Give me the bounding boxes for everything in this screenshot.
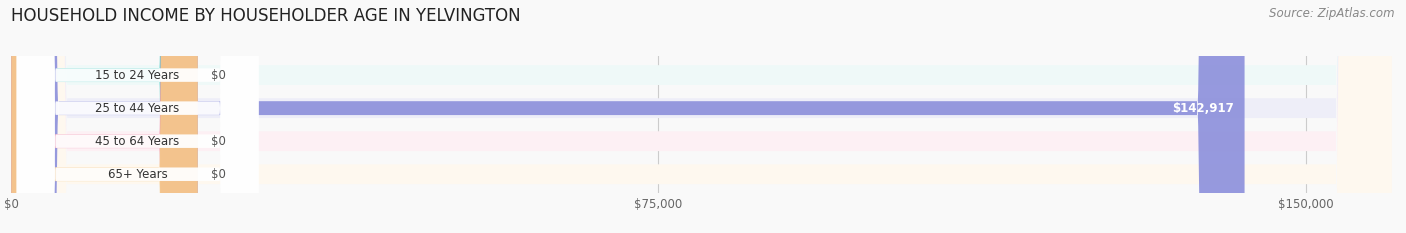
FancyBboxPatch shape <box>11 0 1392 233</box>
FancyBboxPatch shape <box>11 0 1392 233</box>
FancyBboxPatch shape <box>11 0 198 233</box>
FancyBboxPatch shape <box>11 0 1392 233</box>
Text: HOUSEHOLD INCOME BY HOUSEHOLDER AGE IN YELVINGTON: HOUSEHOLD INCOME BY HOUSEHOLDER AGE IN Y… <box>11 7 520 25</box>
FancyBboxPatch shape <box>17 0 259 233</box>
Text: 25 to 44 Years: 25 to 44 Years <box>96 102 180 115</box>
Text: $0: $0 <box>211 69 226 82</box>
Text: Source: ZipAtlas.com: Source: ZipAtlas.com <box>1270 7 1395 20</box>
Text: 45 to 64 Years: 45 to 64 Years <box>96 135 180 148</box>
Text: $0: $0 <box>211 168 226 181</box>
FancyBboxPatch shape <box>17 0 259 233</box>
FancyBboxPatch shape <box>17 0 259 233</box>
FancyBboxPatch shape <box>11 0 198 233</box>
FancyBboxPatch shape <box>17 0 259 233</box>
FancyBboxPatch shape <box>11 0 1392 233</box>
Text: 15 to 24 Years: 15 to 24 Years <box>96 69 180 82</box>
Text: $142,917: $142,917 <box>1171 102 1233 115</box>
FancyBboxPatch shape <box>11 0 198 233</box>
Text: $0: $0 <box>211 135 226 148</box>
FancyBboxPatch shape <box>11 0 1244 233</box>
Text: 65+ Years: 65+ Years <box>108 168 167 181</box>
